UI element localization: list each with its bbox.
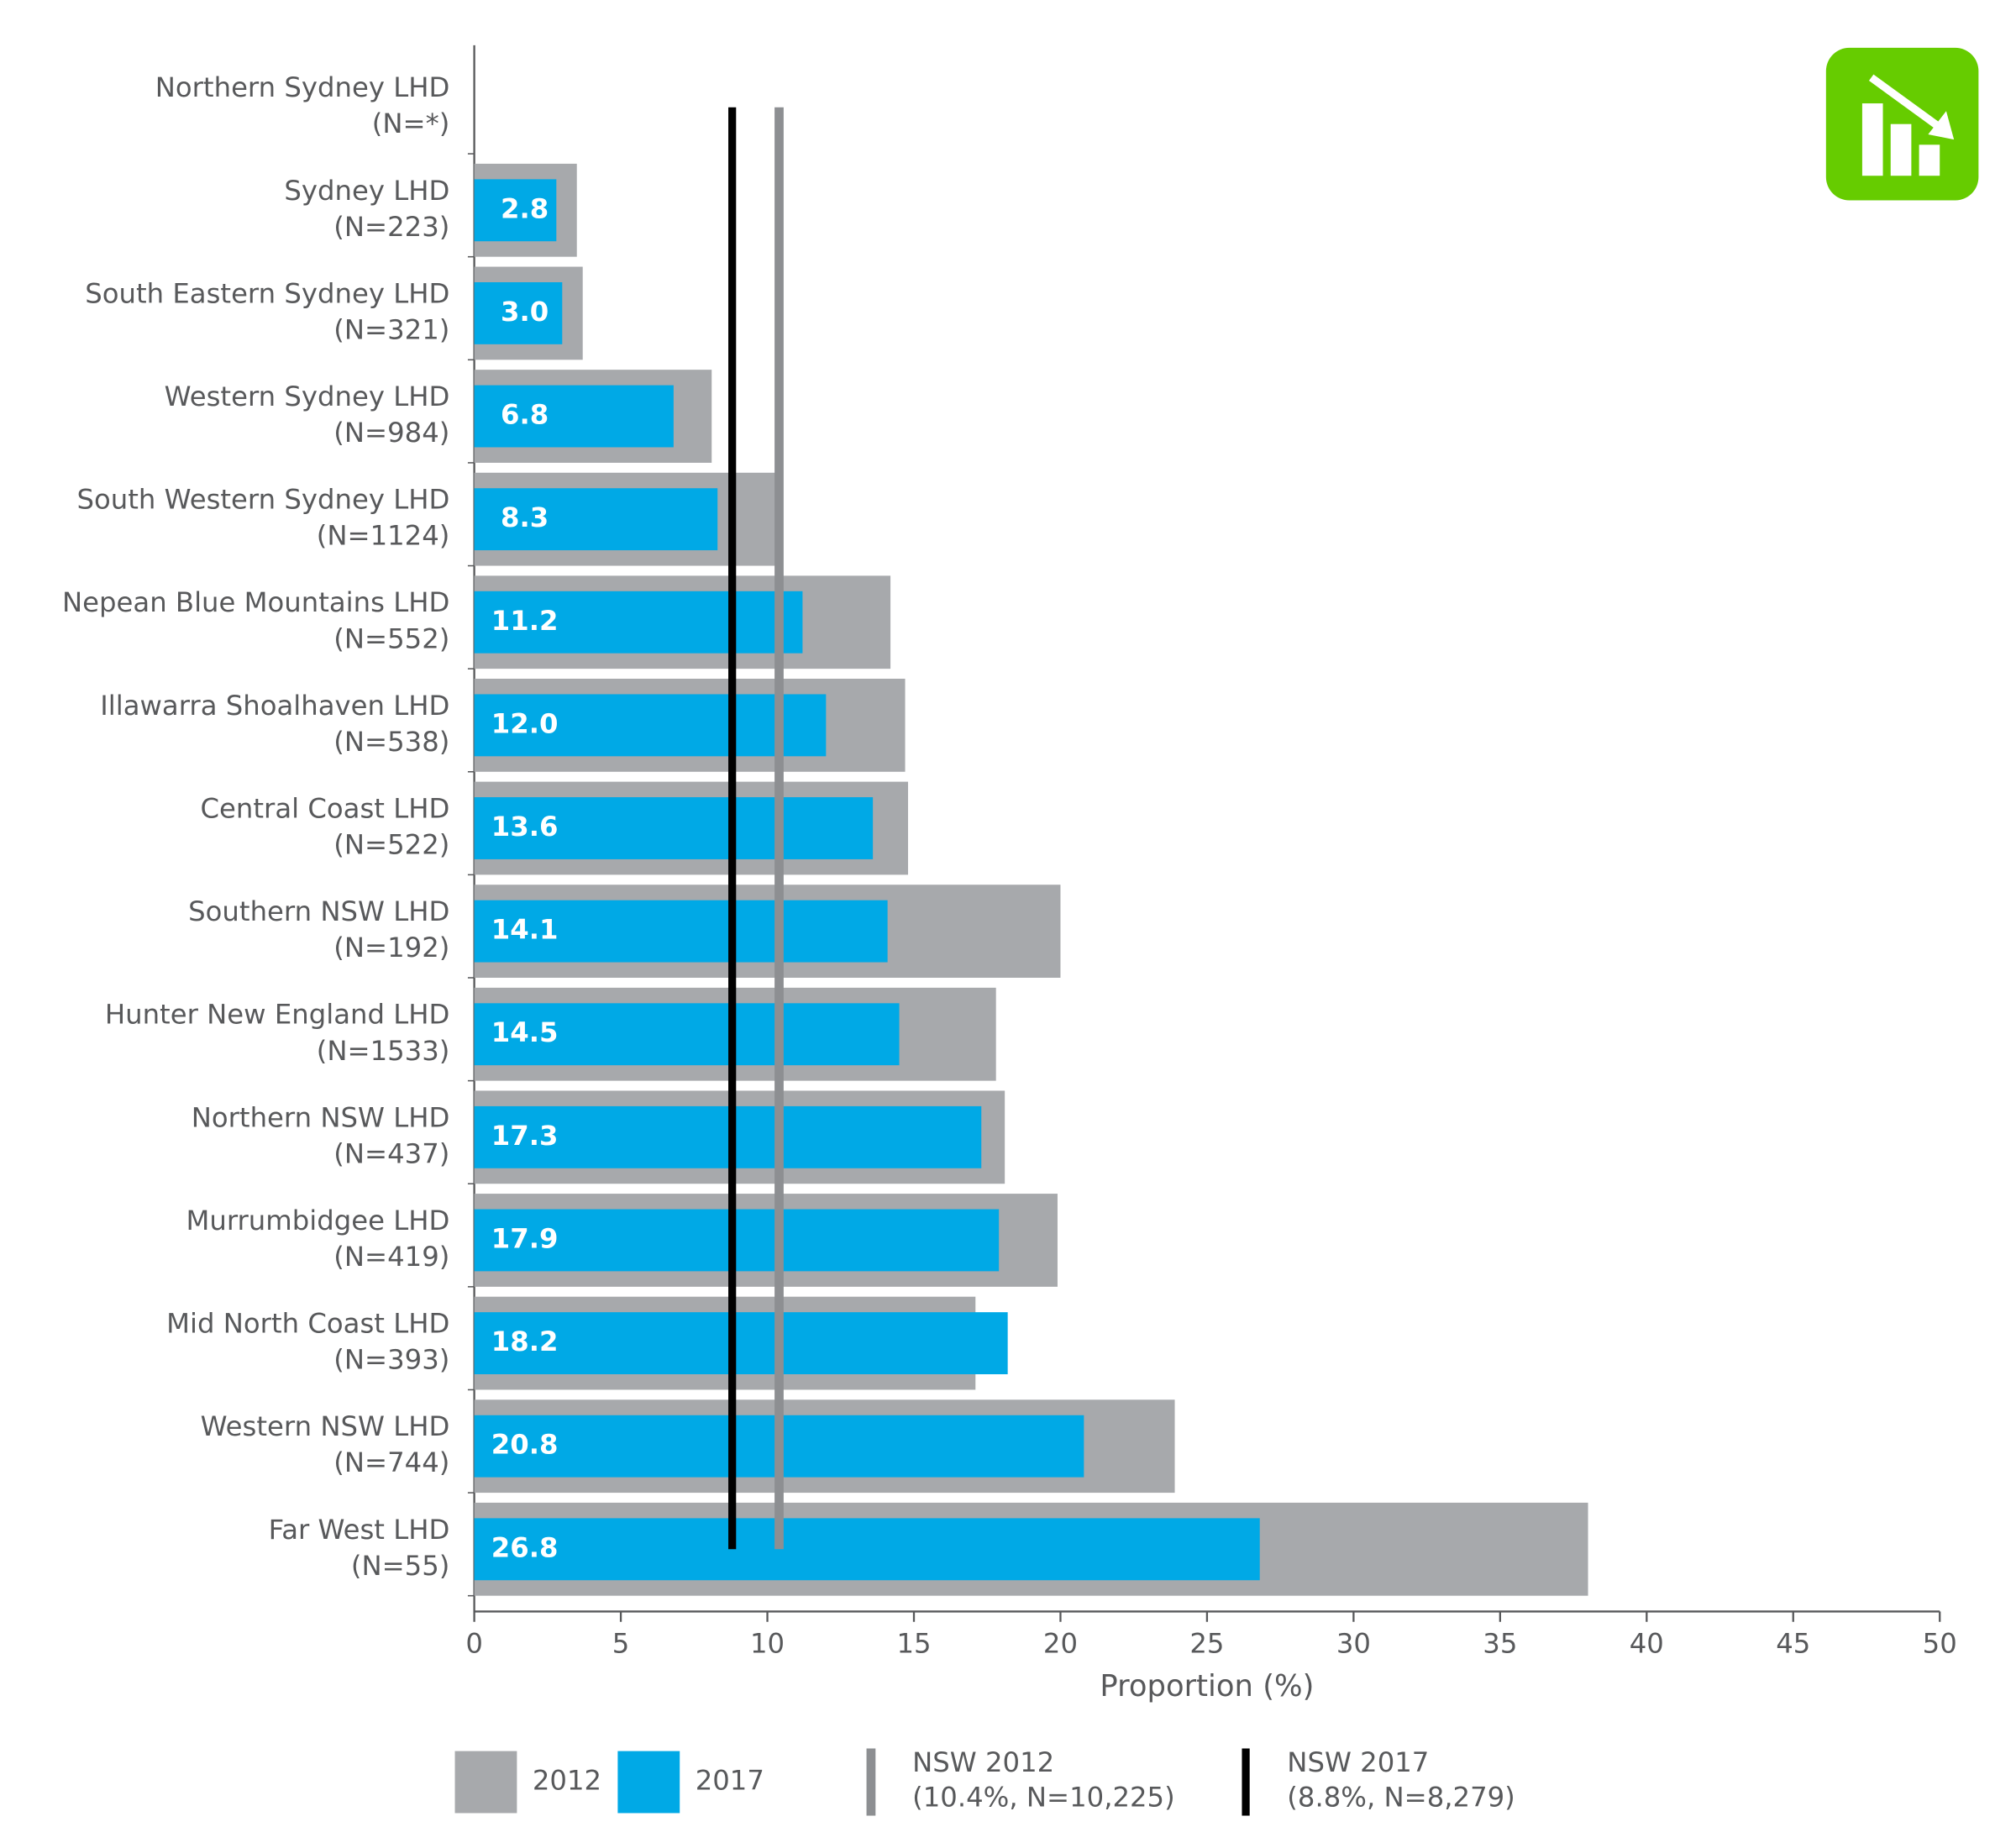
value-label: 11.2 <box>491 605 559 637</box>
x-tick-label: 0 <box>465 1627 483 1659</box>
category-label: South Western Sydney LHD <box>77 484 450 516</box>
category-note: (N=744) <box>333 1446 449 1478</box>
category-label: South Eastern Sydney LHD <box>85 277 449 309</box>
bar <box>474 1312 1008 1374</box>
bar <box>474 1003 900 1066</box>
legend-label: NSW 2012 <box>912 1746 1054 1778</box>
bar <box>474 591 803 654</box>
x-tick-label: 50 <box>1923 1627 1957 1659</box>
legend-label: 2017 <box>696 1765 764 1797</box>
category-note: (N=393) <box>333 1344 449 1376</box>
legend-note: (8.8%, N=8,279) <box>1287 1782 1515 1814</box>
category-note: (N=419) <box>333 1241 449 1273</box>
x-tick-label: 5 <box>612 1627 630 1659</box>
category-label: Northern NSW LHD <box>192 1101 450 1133</box>
x-axis-title: Proportion (%) <box>1100 1669 1314 1704</box>
category-label: Illawarra Shoalhaven LHD <box>100 690 449 722</box>
value-label: 18.2 <box>491 1326 559 1357</box>
category-note: (N=*) <box>372 108 450 139</box>
trend-icon <box>1825 47 1979 201</box>
x-tick-label: 30 <box>1336 1627 1371 1659</box>
category-note: (N=321) <box>333 313 449 345</box>
value-label: 3.0 <box>501 296 549 328</box>
x-tick-label: 15 <box>896 1627 931 1659</box>
category-note: (N=437) <box>333 1137 449 1169</box>
bar <box>474 797 874 859</box>
category-note: (N=984) <box>333 417 449 449</box>
category-label: Sydney LHD <box>284 175 449 207</box>
value-label: 12.0 <box>491 707 559 739</box>
legend-label: NSW 2017 <box>1287 1746 1429 1778</box>
value-label: 20.8 <box>491 1429 559 1461</box>
bar <box>474 385 674 448</box>
bar <box>474 488 718 551</box>
bar <box>474 1105 982 1168</box>
category-label: Northern Sydney LHD <box>155 71 450 103</box>
x-tick-label: 10 <box>750 1627 785 1659</box>
category-note: (N=1533) <box>317 1035 450 1067</box>
category-label: Western NSW LHD <box>201 1410 450 1442</box>
legend-swatch <box>617 1751 680 1814</box>
category-label: Mid North Coast LHD <box>166 1308 449 1340</box>
bar <box>474 1518 1260 1581</box>
category-note: (N=192) <box>333 932 449 963</box>
category-label: Western Sydney LHD <box>165 381 450 412</box>
bar <box>474 1209 1000 1272</box>
category-label: Central Coast LHD <box>201 792 450 824</box>
category-label: Hunter New England LHD <box>105 999 450 1031</box>
x-tick-label: 40 <box>1630 1627 1664 1659</box>
value-label: 17.9 <box>491 1222 559 1254</box>
value-label: 26.8 <box>491 1531 559 1563</box>
x-tick-label: 35 <box>1483 1627 1517 1659</box>
category-note: (N=55) <box>351 1550 450 1582</box>
value-label: 14.1 <box>491 914 559 946</box>
category-label: Southern NSW LHD <box>188 895 449 927</box>
value-label: 2.8 <box>501 192 549 224</box>
x-tick-label: 20 <box>1043 1627 1078 1659</box>
bar <box>474 900 888 963</box>
bar <box>474 282 563 344</box>
legend-label: 2012 <box>533 1765 601 1797</box>
value-label: 14.5 <box>491 1016 559 1048</box>
legend-swatch <box>454 1751 517 1814</box>
category-label: Murrumbidgee LHD <box>186 1205 449 1236</box>
value-label: 8.3 <box>501 501 549 533</box>
value-label: 6.8 <box>501 399 549 431</box>
bar <box>474 694 827 757</box>
category-note: (N=223) <box>333 211 449 243</box>
x-tick-label: 25 <box>1189 1627 1224 1659</box>
value-label: 17.3 <box>491 1120 559 1152</box>
category-note: (N=1124) <box>317 520 450 552</box>
category-note: (N=522) <box>333 829 449 861</box>
bar <box>474 179 557 242</box>
value-label: 13.6 <box>491 811 559 843</box>
category-note: (N=552) <box>333 622 449 654</box>
category-note: (N=538) <box>333 726 449 758</box>
category-label: Nepean Blue Mountains LHD <box>62 586 449 618</box>
category-label: Far West LHD <box>269 1514 450 1546</box>
x-tick-label: 45 <box>1776 1627 1810 1659</box>
legend-note: (10.4%, N=10,225) <box>912 1782 1175 1814</box>
